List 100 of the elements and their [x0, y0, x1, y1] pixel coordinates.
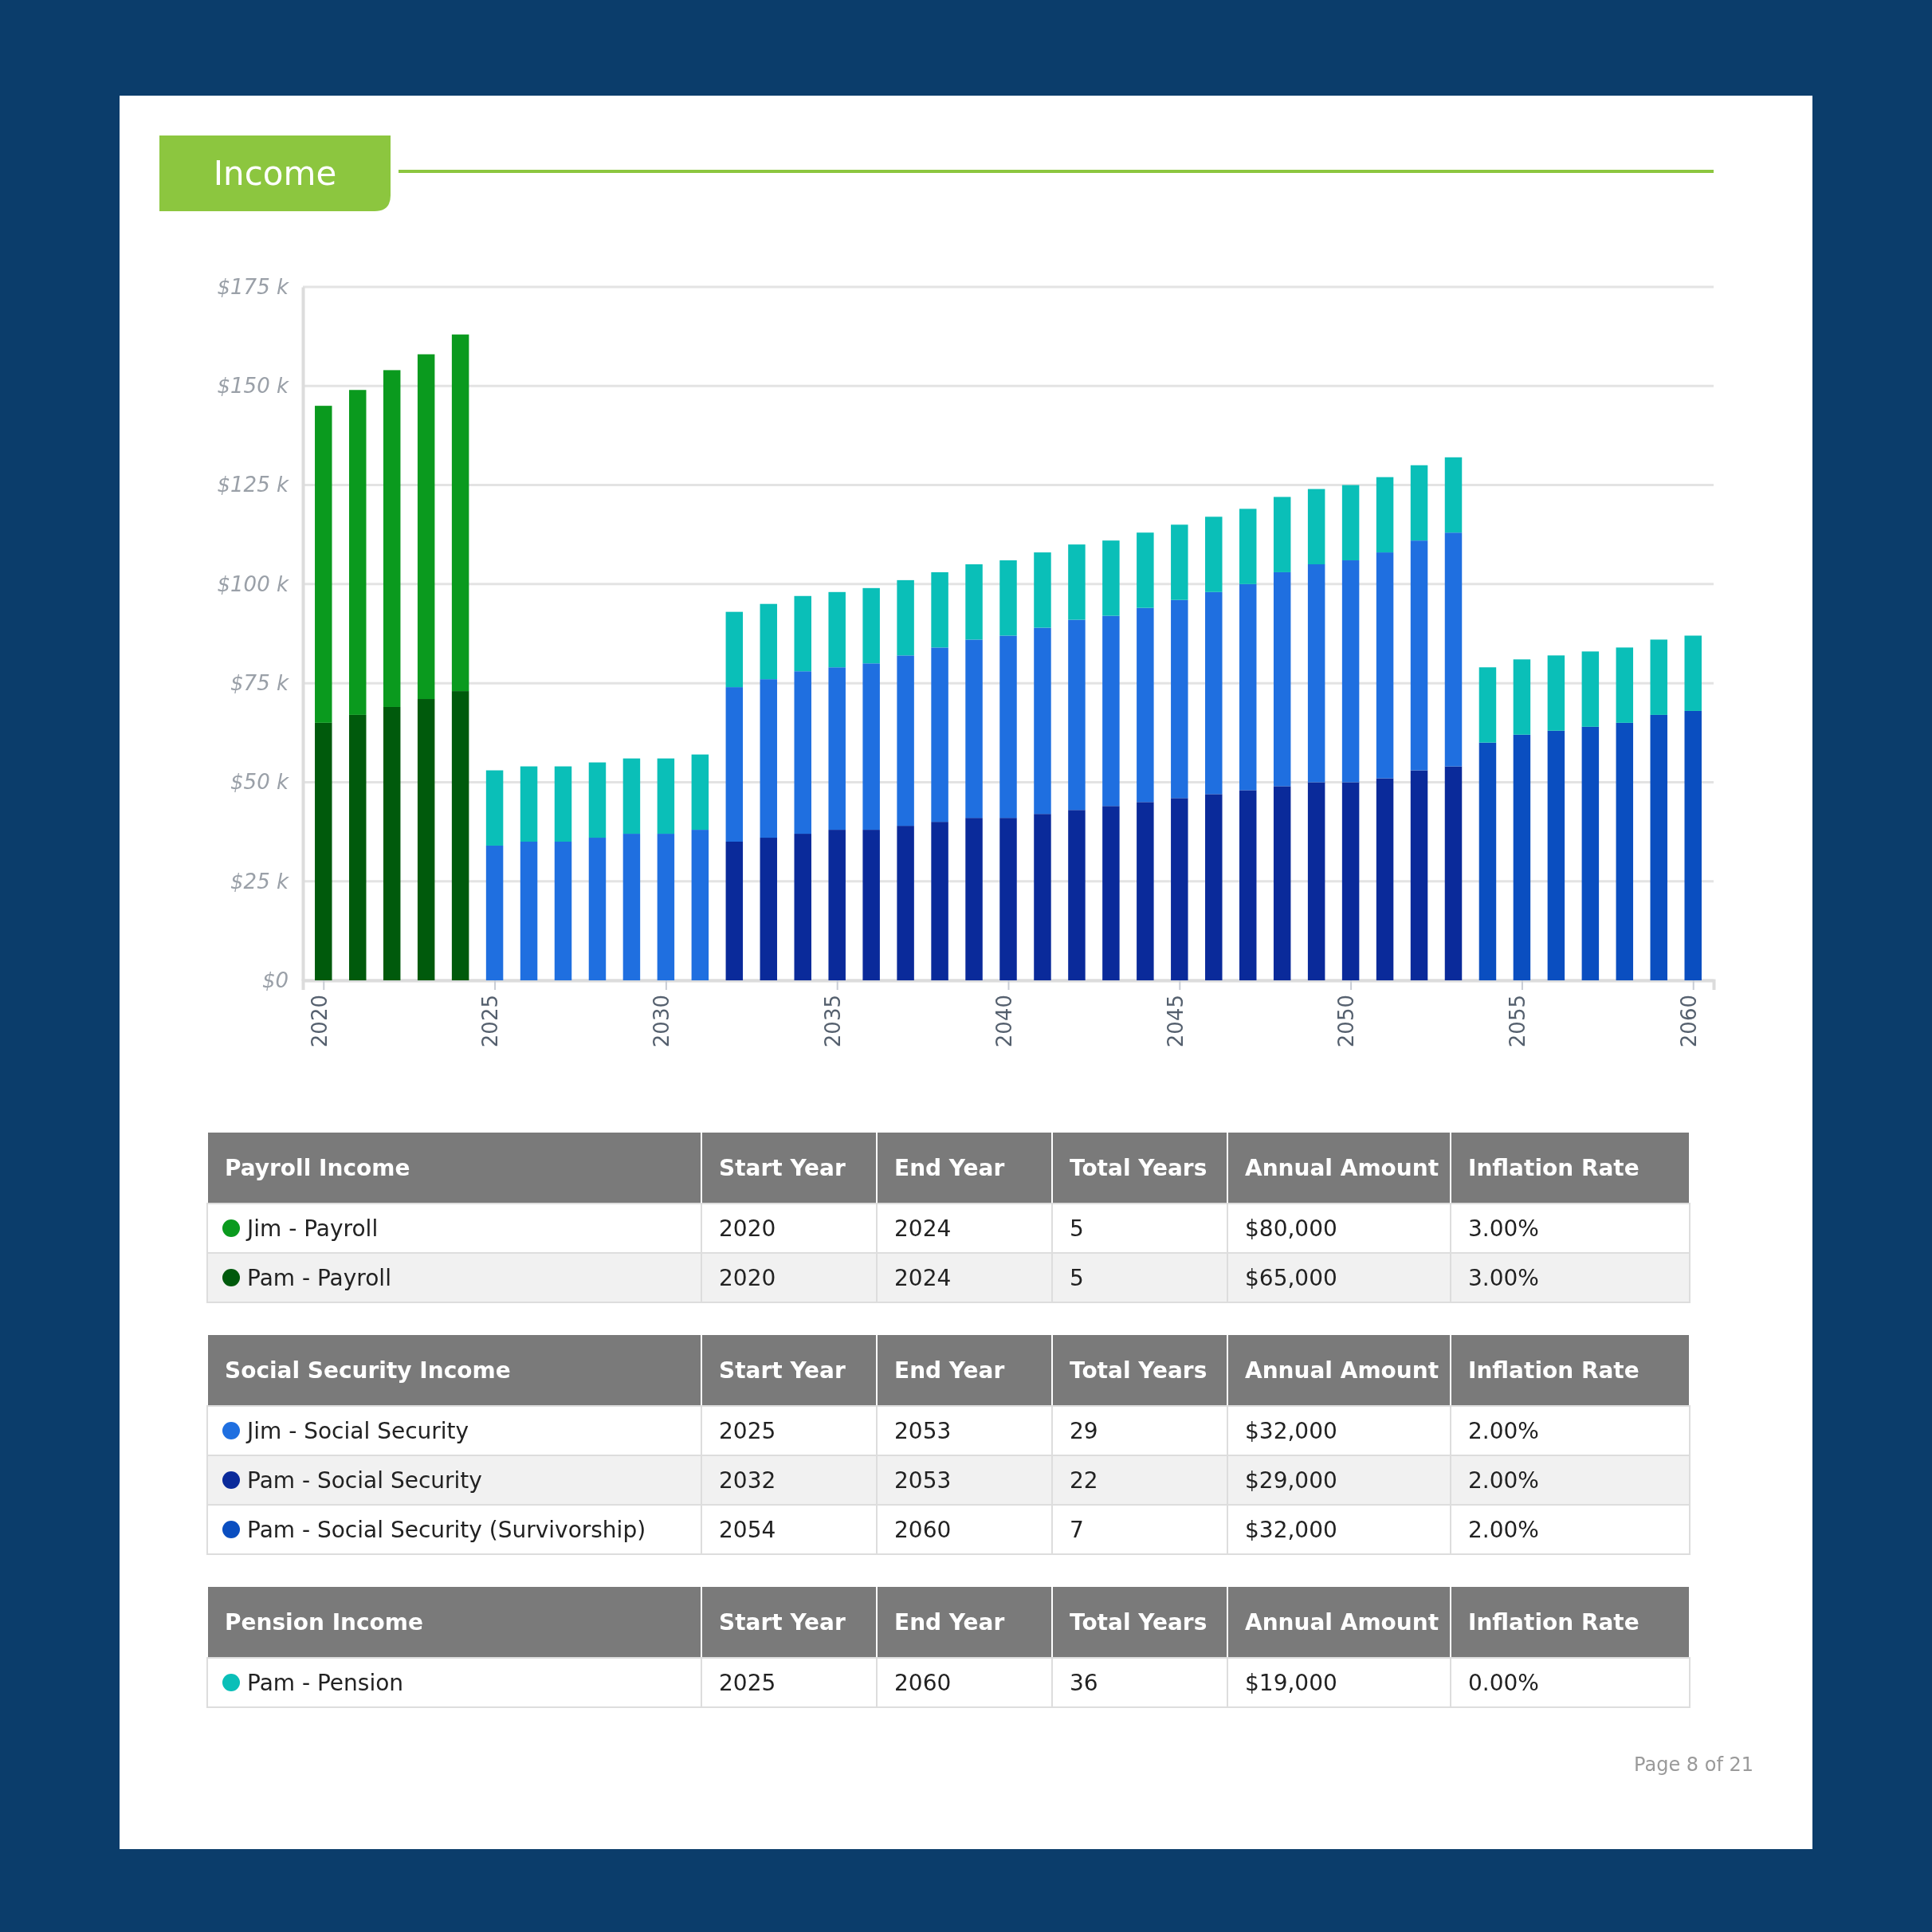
bar [1068, 544, 1086, 620]
legend-label: Jim - Social Security [245, 1418, 469, 1444]
y-tick-label: $125 k [217, 473, 289, 497]
bar [1684, 710, 1702, 980]
bar [1616, 722, 1634, 980]
text: Annual Amount [1245, 1609, 1439, 1636]
bar [760, 679, 778, 838]
text: 2.00% [1468, 1467, 1539, 1494]
bar [1650, 714, 1667, 980]
y-tick-label: $0 [261, 968, 289, 992]
text: Social Security Income [225, 1357, 511, 1384]
x-tick-label: 2040 [992, 995, 1016, 1048]
text: 2032 [719, 1467, 776, 1494]
bar [1137, 532, 1154, 608]
bar [1376, 778, 1394, 980]
bar [1034, 814, 1051, 980]
text: 2060 [894, 1517, 952, 1543]
text: 0.00% [1468, 1670, 1539, 1696]
text: Inflation Rate [1468, 1155, 1639, 1181]
bar [1444, 457, 1463, 533]
bar [1273, 571, 1291, 787]
legend-label: Pam - Social Security [247, 1467, 482, 1494]
text: Payroll Income [225, 1155, 410, 1181]
bar [1444, 766, 1463, 980]
text: 2020 [719, 1265, 776, 1291]
text: $32,000 [1245, 1517, 1337, 1543]
bar [725, 687, 744, 842]
bar [1171, 798, 1188, 980]
bar [725, 842, 744, 980]
bar [965, 639, 983, 819]
bar [1410, 770, 1428, 980]
bar [931, 571, 948, 648]
text: Annual Amount [1245, 1357, 1439, 1384]
bar [897, 826, 914, 980]
bar [691, 754, 709, 831]
bar [794, 595, 811, 672]
bar [725, 611, 744, 688]
bar [828, 830, 846, 980]
bar [1410, 465, 1428, 541]
bar [1410, 540, 1428, 771]
text: Inflation Rate [1468, 1357, 1639, 1384]
legend-label: Pam - Pension [247, 1670, 404, 1696]
bar [315, 406, 332, 723]
text: 2024 [894, 1265, 952, 1291]
y-tick-label: $75 k [230, 670, 289, 695]
legend-label: Pam - Social Security (Survivorship) [247, 1517, 646, 1543]
bar [1376, 552, 1394, 779]
x-tick-label: 2060 [1677, 995, 1702, 1048]
bar [1273, 497, 1291, 572]
bar [1376, 477, 1394, 553]
bar [999, 635, 1017, 819]
text: 2020 [719, 1215, 776, 1242]
text: 36 [1070, 1670, 1098, 1696]
bar [417, 354, 435, 700]
x-tick-label: 2045 [1163, 995, 1188, 1048]
bar [999, 560, 1017, 636]
x-tick-label: 2020 [307, 995, 332, 1048]
bar [1273, 786, 1291, 980]
bar [1307, 564, 1325, 783]
text: $80,000 [1245, 1215, 1337, 1242]
bar [1547, 655, 1565, 731]
bar [451, 691, 469, 980]
text: Inflation Rate [1468, 1609, 1639, 1636]
y-tick-label: $150 k [217, 374, 289, 399]
bar [451, 334, 469, 692]
bar [554, 842, 572, 980]
bar [862, 663, 880, 831]
bar [965, 564, 983, 640]
bar [588, 762, 607, 838]
bar [383, 706, 401, 980]
bar [965, 818, 983, 980]
bar [485, 845, 504, 980]
bar [931, 822, 948, 980]
text: 22 [1070, 1467, 1098, 1494]
bar [554, 766, 572, 842]
text: $29,000 [1245, 1467, 1337, 1494]
text: Annual Amount [1245, 1155, 1439, 1181]
text: Page 8 of 21 [1634, 1753, 1753, 1776]
bar [897, 655, 914, 827]
x-tick-label: 2030 [650, 995, 674, 1048]
bar [1307, 489, 1325, 564]
x-tick-label: 2025 [478, 995, 503, 1048]
bar [1034, 552, 1051, 628]
text: 7 [1070, 1517, 1084, 1543]
text: 3.00% [1468, 1215, 1539, 1242]
text: 2025 [719, 1418, 776, 1444]
text: Start Year [719, 1609, 846, 1636]
text: End Year [894, 1357, 1005, 1384]
text: 2060 [894, 1670, 952, 1696]
bar [1205, 591, 1223, 795]
x-tick-label: 2050 [1334, 995, 1359, 1048]
bar [622, 758, 641, 834]
bar [1581, 726, 1600, 980]
text: 2.00% [1468, 1418, 1539, 1444]
text: 2024 [894, 1215, 952, 1242]
bar [315, 722, 332, 980]
text: Start Year [719, 1357, 846, 1384]
text: End Year [894, 1609, 1005, 1636]
bar [1341, 485, 1360, 561]
bar [657, 834, 675, 980]
